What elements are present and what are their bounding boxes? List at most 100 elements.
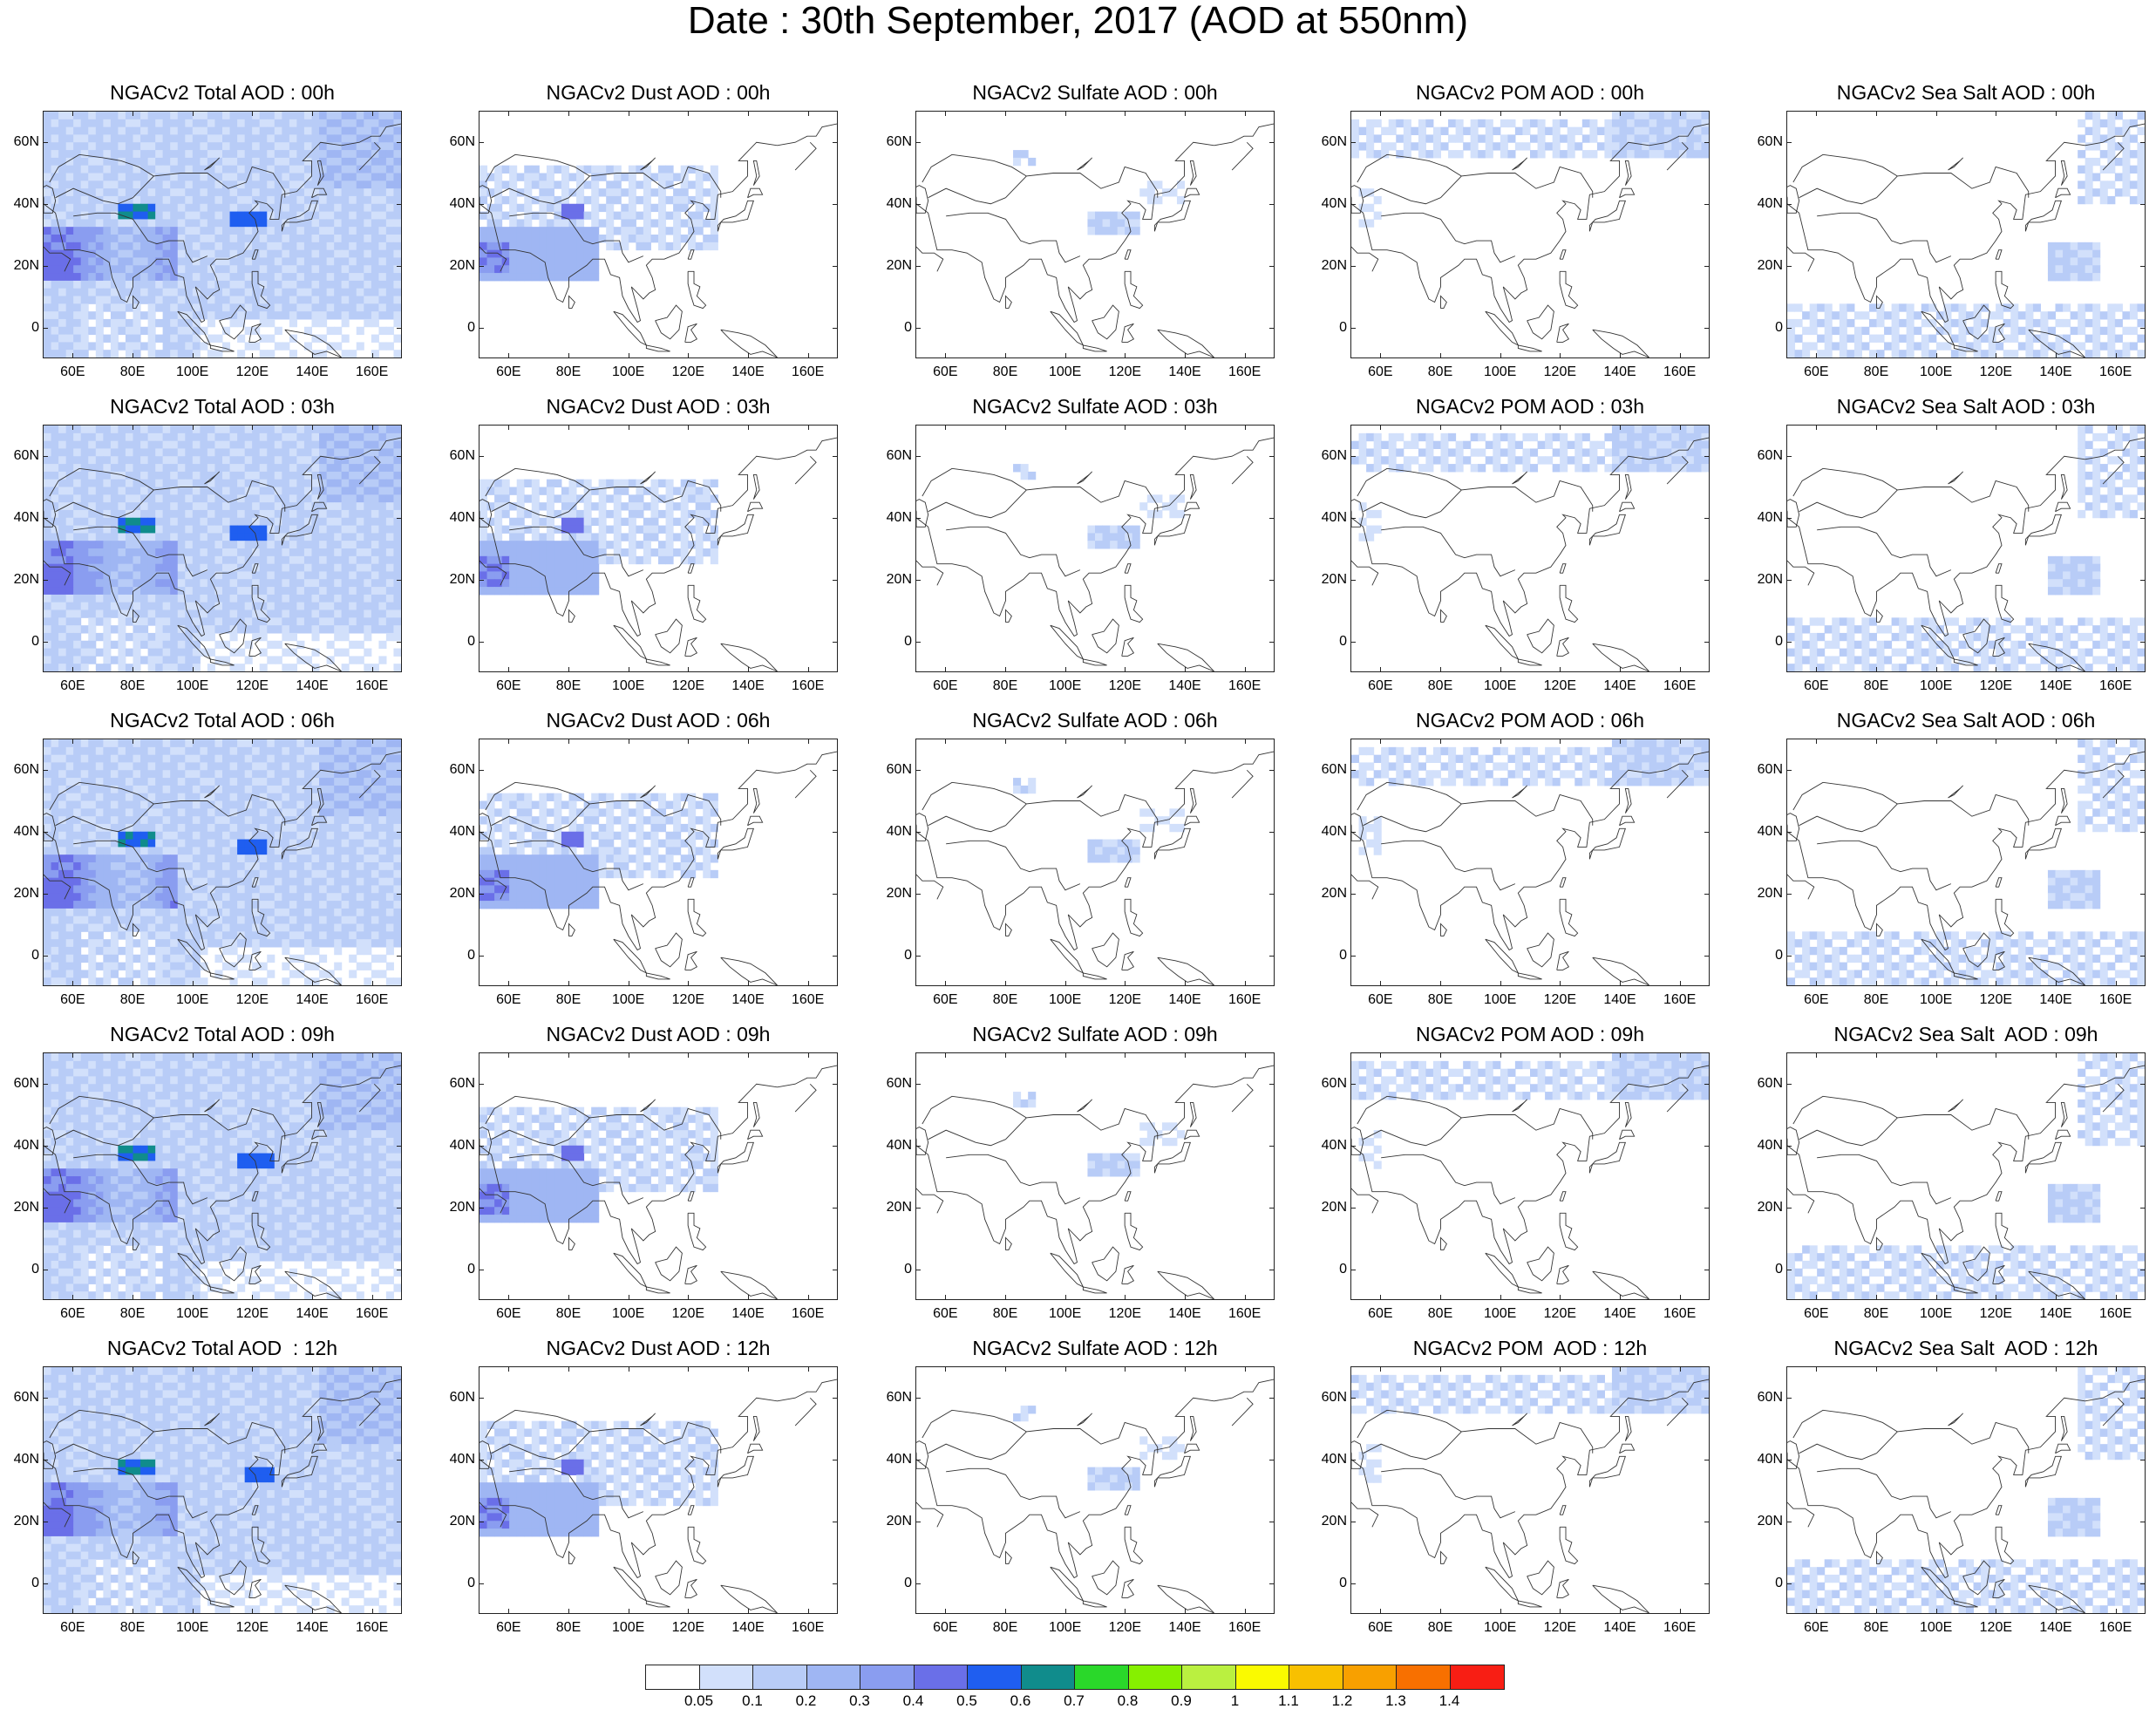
aod-cell <box>524 548 532 556</box>
aod-cell <box>1642 433 1649 441</box>
aod-cell <box>140 641 148 649</box>
aod-cell <box>2056 319 2064 327</box>
aod-cell <box>2078 265 2085 273</box>
aod-cell <box>378 502 386 510</box>
aod-cell <box>357 235 364 242</box>
aod-cell <box>133 127 141 135</box>
aod-cell <box>81 494 89 502</box>
aod-cell <box>342 134 350 142</box>
aod-cell <box>148 112 156 119</box>
aod-cell <box>342 456 350 464</box>
aod-cell <box>2122 480 2130 487</box>
longitude-label: 140E <box>2034 365 2078 379</box>
aod-cell <box>73 265 81 273</box>
aod-cell <box>163 134 171 142</box>
aod-cell <box>230 289 238 296</box>
aod-cell <box>386 204 394 212</box>
aod-cell <box>111 327 119 335</box>
aod-cell <box>1500 134 1508 142</box>
aod-cell <box>140 311 148 319</box>
aod-cell <box>118 641 126 649</box>
aod-cell <box>386 518 394 526</box>
aod-cell <box>2078 587 2085 595</box>
aod-cell <box>163 617 171 625</box>
aod-cell <box>58 273 66 281</box>
aod-map-panel <box>1350 111 1710 358</box>
aod-cell <box>252 142 260 150</box>
aod-cell <box>73 518 81 526</box>
aod-cell <box>393 242 401 250</box>
aod-cell <box>334 342 342 350</box>
aod-cell <box>494 494 502 502</box>
aod-cell <box>73 487 81 495</box>
aod-cell <box>66 541 74 548</box>
aod-cell <box>371 571 379 579</box>
aod-cell <box>524 212 532 220</box>
aod-cell <box>2130 327 2138 335</box>
aod-cell <box>1125 526 1132 534</box>
aod-cell <box>494 587 502 595</box>
aod-cell <box>111 265 119 273</box>
aod-cell <box>252 433 260 441</box>
aod-cell <box>1545 456 1553 464</box>
aod-cell <box>371 319 379 327</box>
aod-cell <box>51 649 59 657</box>
aod-cell <box>163 319 171 327</box>
aod-cell <box>96 289 104 296</box>
aod-cell <box>2048 265 2056 273</box>
aod-cell <box>148 174 156 181</box>
aod-cell <box>88 556 96 564</box>
aod-cell <box>1671 134 1679 142</box>
aod-cell <box>364 227 371 235</box>
aod-cell <box>312 242 320 250</box>
aod-cell <box>289 180 297 188</box>
aod-cell <box>364 649 371 657</box>
aod-cell <box>88 480 96 487</box>
aod-cell <box>66 633 74 641</box>
aod-cell <box>386 289 394 296</box>
aod-cell <box>103 518 111 526</box>
aod-cell <box>148 281 156 289</box>
aod-cell <box>126 142 133 150</box>
aod-cell <box>275 257 282 265</box>
aod-cell <box>539 188 547 196</box>
aod-cell <box>289 350 297 357</box>
aod-cell <box>312 281 320 289</box>
aod-cell <box>364 587 371 595</box>
aod-cell <box>1471 134 1479 142</box>
aod-cell <box>334 180 342 188</box>
aod-cell <box>393 480 401 487</box>
aod-cell <box>155 335 163 343</box>
aod-cell <box>140 494 148 502</box>
aod-cell <box>126 464 133 472</box>
aod-cell <box>1627 441 1635 449</box>
aod-cell <box>334 456 342 464</box>
aod-cell <box>606 541 614 548</box>
aod-cell <box>170 587 178 595</box>
aod-cell <box>614 180 622 188</box>
aod-cell <box>73 342 81 350</box>
aod-cell <box>666 242 674 250</box>
aod-cell <box>252 204 260 212</box>
aod-cell <box>44 617 51 625</box>
latitude-label: 20N <box>1748 259 1783 273</box>
aod-cell <box>230 603 238 610</box>
aod-cell <box>267 595 275 603</box>
aod-cell <box>103 150 111 158</box>
aod-cell <box>193 448 201 456</box>
aod-cell <box>44 480 51 487</box>
aod-cell <box>296 480 304 487</box>
aod-cell <box>111 656 119 664</box>
coastline <box>1996 250 2002 260</box>
aod-cell <box>148 633 156 641</box>
aod-cell <box>140 289 148 296</box>
lat-tick <box>915 580 921 581</box>
coastline <box>1411 198 1440 204</box>
coastline <box>1381 527 1515 575</box>
aod-cell <box>1635 134 1643 142</box>
coastline <box>569 610 575 623</box>
lat-tick <box>1704 204 1710 205</box>
aod-cell <box>126 533 133 541</box>
coastline <box>685 323 697 342</box>
aod-cell <box>304 296 312 304</box>
